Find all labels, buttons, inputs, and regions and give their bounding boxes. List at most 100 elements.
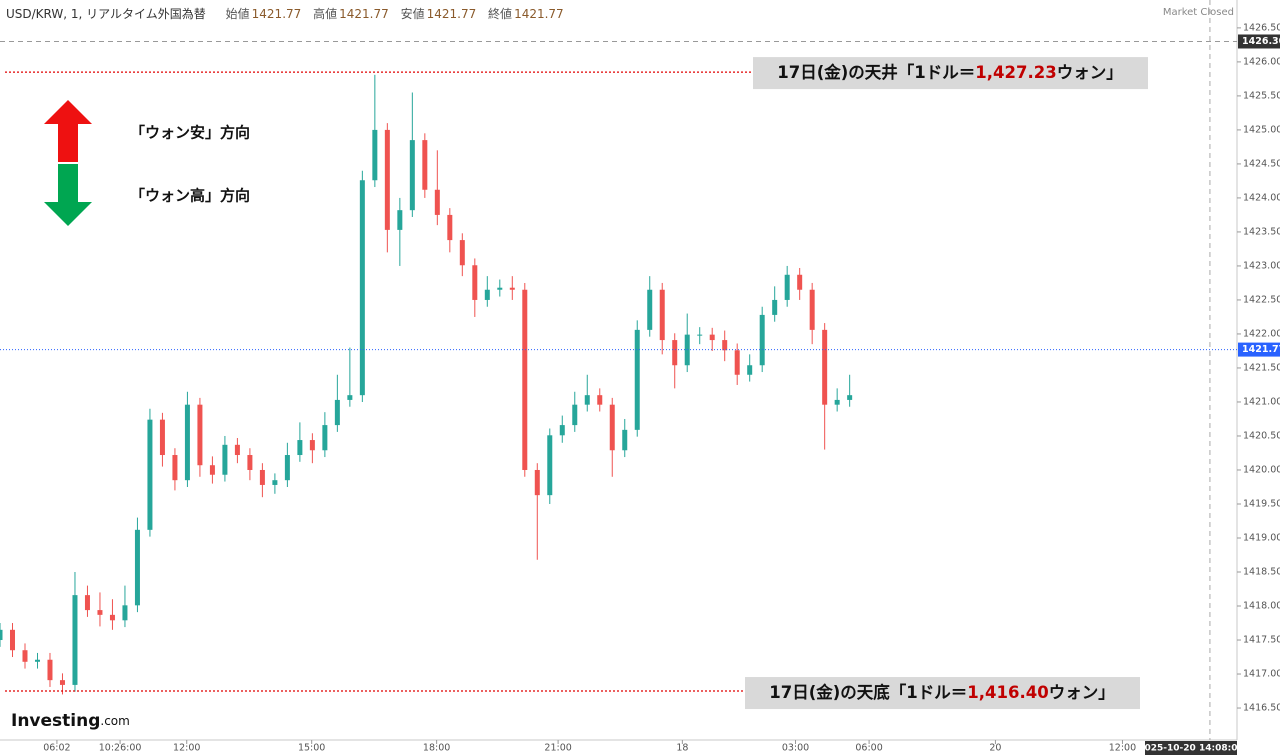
annotation-part: 17日(金)の天井「1ドル＝ xyxy=(777,62,975,82)
candle-body xyxy=(197,404,203,466)
crosshair-y-label: 1426.30 xyxy=(1242,36,1280,47)
candle-body xyxy=(72,595,78,685)
ohlc-value: 1421.77 xyxy=(339,7,389,21)
candle-body xyxy=(297,440,303,456)
x-tick-label: 18:00 xyxy=(423,743,450,754)
annotation-box xyxy=(753,57,1148,90)
logo: Investing.com xyxy=(11,711,130,731)
candle-body xyxy=(759,314,765,366)
annotation-part: ウォン」 xyxy=(1057,63,1123,82)
crosshair-y-box xyxy=(1238,34,1280,49)
y-tick-label: 1420.50 xyxy=(1243,430,1280,441)
candle-body xyxy=(372,129,378,181)
y-tick-label: 1425.00 xyxy=(1243,124,1280,135)
candle-body xyxy=(459,240,465,266)
x-tick-label: 20 xyxy=(989,743,1001,754)
candle-body xyxy=(34,659,40,662)
candle-body xyxy=(672,340,678,366)
candle-body xyxy=(734,350,740,375)
candle-body xyxy=(709,334,715,341)
x-tick-label: 18 xyxy=(676,743,688,754)
ohlc-label: 安値 xyxy=(400,7,425,21)
candle-body xyxy=(647,289,653,330)
candle-body xyxy=(334,399,340,426)
y-tick-label: 1417.50 xyxy=(1243,635,1280,646)
symbol: USD/KRW, 1, リアルタイム外国為替 xyxy=(6,7,206,21)
x-tick-label: 21:00 xyxy=(544,743,571,754)
legend-note: 「ウォン高」方向 xyxy=(130,187,250,205)
candle-body xyxy=(634,329,640,430)
candle-body xyxy=(797,274,803,290)
ohlc-label: 高値 xyxy=(313,7,338,21)
y-tick-label: 1426.00 xyxy=(1243,56,1280,67)
y-tick-label: 1418.50 xyxy=(1243,567,1280,578)
x-tick-label: 03:00 xyxy=(782,743,809,754)
candle-body xyxy=(834,399,840,405)
candle-body xyxy=(284,455,290,481)
candle-body xyxy=(509,287,515,290)
candle-body xyxy=(847,395,853,400)
candle-body xyxy=(534,469,540,496)
y-tick-label: 1425.50 xyxy=(1243,90,1280,101)
crosshair-x-box xyxy=(1145,741,1237,755)
candle-body xyxy=(234,444,240,456)
price-label: 1421.77 xyxy=(1242,344,1280,355)
y-tick-label: 1421.00 xyxy=(1243,396,1280,407)
candle-body xyxy=(447,214,453,241)
candle-body xyxy=(247,455,253,470)
y-tick-label: 1419.50 xyxy=(1243,498,1280,509)
candle-body xyxy=(0,629,3,641)
candle-body xyxy=(134,529,140,606)
candle-body xyxy=(584,395,590,405)
market-status: Market Closed xyxy=(1162,7,1234,18)
candle-body xyxy=(384,129,390,230)
candle-body xyxy=(97,610,103,615)
candle-body xyxy=(522,289,528,470)
x-tick-label: 12:00 xyxy=(1109,743,1136,754)
annotation-part: ウォン」 xyxy=(1049,683,1115,702)
y-tick-label: 1418.00 xyxy=(1243,601,1280,612)
logo-suffix: .com xyxy=(100,714,129,728)
candle-body xyxy=(184,404,190,481)
y-tick-label: 1424.50 xyxy=(1243,158,1280,169)
candle-body xyxy=(272,480,278,485)
candle-body xyxy=(784,274,790,300)
candle-body xyxy=(347,395,353,400)
ohlc-value: 1421.77 xyxy=(426,7,477,21)
candle-body xyxy=(747,365,753,375)
candle-body xyxy=(697,334,703,336)
candle-body xyxy=(809,289,815,330)
annotation-box xyxy=(745,677,1140,710)
candle-body xyxy=(259,469,265,485)
logo-brand: Investing xyxy=(11,711,100,731)
candle-body xyxy=(22,650,28,662)
candle-body xyxy=(722,340,728,351)
x-tick-label: 06:00 xyxy=(855,743,882,754)
up-arrow xyxy=(44,100,92,162)
header: USD/KRW, 1, リアルタイム外国為替 始値 1421.77 高値 1421.… xyxy=(6,5,564,22)
crosshair-x-label: 2025-10-20 14:08:00 xyxy=(1138,744,1243,754)
annotation-text: 17日(金)の天井「1ドル＝1,427.23ウォン」 xyxy=(777,62,1122,82)
legend-note: 「ウォン安」方向 xyxy=(130,124,250,142)
candle-body xyxy=(597,395,603,405)
candle-body xyxy=(322,425,328,451)
candle-body xyxy=(772,299,778,315)
candle-body xyxy=(59,680,65,685)
candle-body xyxy=(484,289,490,300)
down-arrow xyxy=(44,164,92,226)
y-tick-label: 1420.00 xyxy=(1243,464,1280,475)
x-tick-label: 10:26:00 xyxy=(99,743,142,754)
y-tick-label: 1417.00 xyxy=(1243,669,1280,680)
candle-body xyxy=(409,140,415,211)
ohlc-label: 終値 xyxy=(488,7,513,21)
candle-body xyxy=(172,455,178,481)
x-tick-label: 12:00 xyxy=(173,743,200,754)
candle-body xyxy=(309,440,315,451)
candle-body xyxy=(659,289,665,341)
x-tick-label: 06:02 xyxy=(43,743,70,754)
annotation-part: 17日(金)の天底「1ドル＝ xyxy=(769,682,967,702)
ohlc-value: 1421.77 xyxy=(514,7,564,21)
candle-body xyxy=(47,659,53,681)
